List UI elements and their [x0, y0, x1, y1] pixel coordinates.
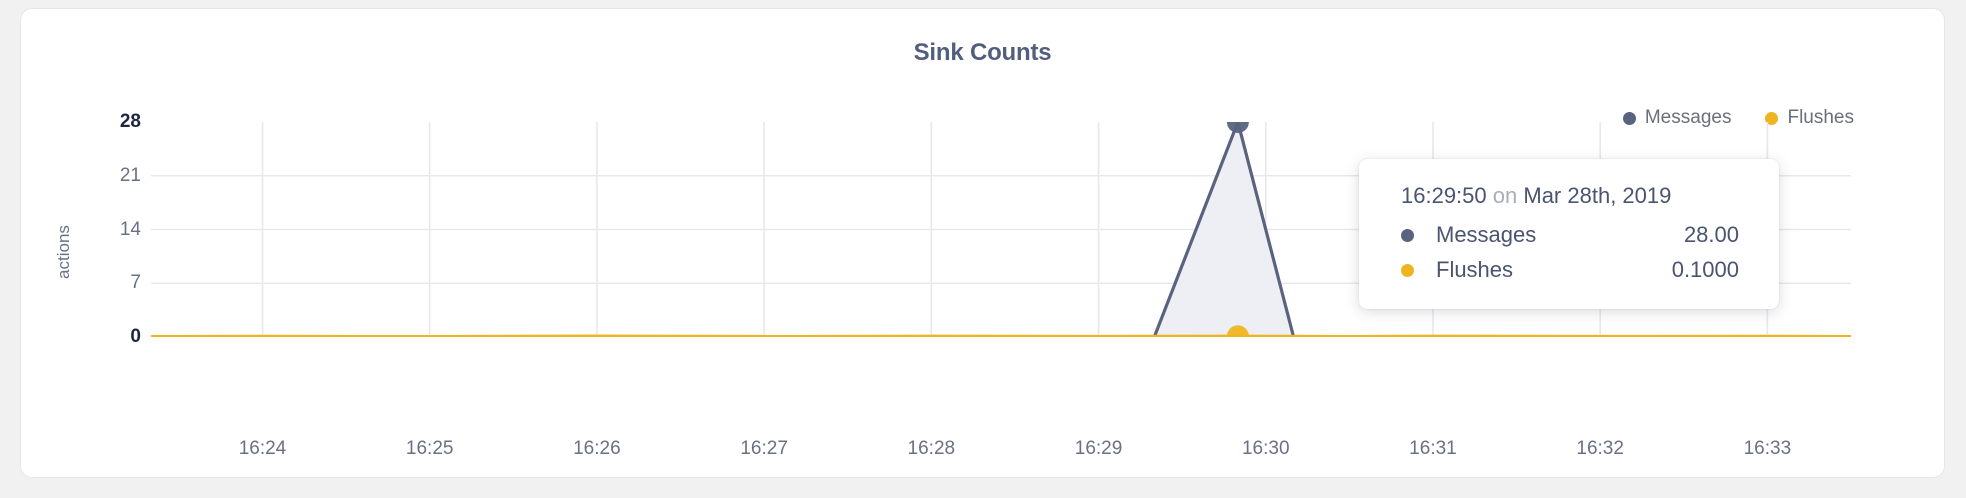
- tooltip-series-label: Flushes: [1436, 257, 1514, 282]
- tooltip-series-value: 28.00: [1683, 222, 1739, 247]
- tooltip-row-flushes: Flushes 0.1000: [1401, 257, 1739, 283]
- legend-item-flushes[interactable]: Flushes: [1765, 107, 1854, 129]
- chart-tooltip: 16:29:50 on Mar 28th, 2019 Messages 28.0…: [1359, 159, 1779, 309]
- x-axis-tick-label: 16:31: [1409, 438, 1457, 459]
- tooltip-dot-icon: [1401, 263, 1414, 277]
- x-axis-tick-label: 16:25: [405, 438, 454, 459]
- x-axis-tick-label: 16:28: [907, 438, 956, 459]
- page-title: Sink Counts: [913, 39, 1052, 66]
- y-axis-tick-label: 14: [119, 218, 141, 240]
- tooltip-connector: on: [1492, 183, 1518, 208]
- chart-legend: Messages Flushes: [1622, 107, 1854, 129]
- y-axis-tick-labels: 0 7 14 21 28: [81, 9, 141, 477]
- tooltip-row-messages: Messages 28.00: [1401, 222, 1739, 248]
- y-axis-tick-label: 0: [130, 326, 141, 347]
- y-axis-title: actions: [54, 225, 73, 279]
- tooltip-header: 16:29:50 on Mar 28th, 2019: [1401, 183, 1739, 209]
- tooltip-series-value: 0.1000: [1671, 257, 1739, 282]
- tooltip-dot-icon: [1401, 228, 1414, 242]
- x-axis-tick-label: 16:29: [1074, 438, 1123, 459]
- tooltip-series-label: Messages: [1436, 222, 1537, 247]
- legend-item-messages[interactable]: Messages: [1622, 107, 1732, 129]
- chart-card: Sink Counts Messages Flushes actions 0 7 1…: [20, 8, 1945, 478]
- x-axis-tick-label: 16:30: [1241, 438, 1290, 459]
- x-axis-tick-label: 16:27: [740, 438, 788, 459]
- tooltip-time: 16:29:50: [1401, 183, 1487, 208]
- legend-dot-icon: [1765, 111, 1779, 125]
- x-axis-tick-label: 16:33: [1743, 438, 1792, 459]
- x-axis-tick-label: 16:32: [1576, 438, 1624, 459]
- series-marker-messages: [1226, 122, 1249, 133]
- x-axis-tick-label: 16:24: [238, 438, 287, 459]
- series-line-flushes: [151, 334, 1851, 337]
- tooltip-date: Mar 28th, 2019: [1523, 183, 1672, 208]
- y-axis-tick-label: 7: [130, 272, 141, 294]
- x-axis-tick-labels: 16:24 16:25 16:26 16:27 16:28 16:29 16:30 16:31…: [21, 438, 1944, 464]
- x-axis-tick-label: 16:26: [573, 438, 621, 459]
- legend-dot-icon: [1622, 111, 1636, 125]
- series-marker-flushes: [1226, 325, 1249, 337]
- legend-item-label: Flushes: [1787, 107, 1854, 128]
- y-axis-tick-label: 21: [119, 164, 141, 186]
- legend-item-label: Messages: [1644, 107, 1732, 128]
- y-axis-tick-label: 28: [119, 111, 141, 132]
